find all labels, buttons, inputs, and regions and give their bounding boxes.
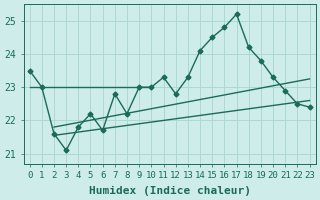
X-axis label: Humidex (Indice chaleur): Humidex (Indice chaleur) bbox=[89, 186, 251, 196]
